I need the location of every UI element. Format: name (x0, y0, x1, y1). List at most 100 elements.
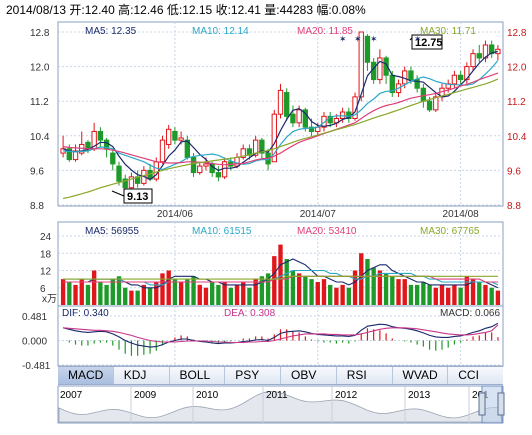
volume-bar (328, 284, 333, 305)
volume-bar (272, 256, 277, 305)
volume-y-tick-label: 6 (40, 284, 46, 295)
price-ma30-line (62, 78, 499, 200)
candle (178, 137, 184, 141)
volume-y-tick-label: 18 (40, 249, 52, 260)
candle (414, 79, 420, 89)
candle (420, 87, 427, 102)
event-star-icon[interactable]: ✶ (370, 35, 378, 45)
price-y-ticks-left: 12.8 12.0 11.2 10.4 9.6 8.8 (30, 28, 50, 212)
candle (85, 141, 91, 150)
event-star-icon[interactable]: ✶ (339, 35, 347, 45)
dea-label: DEA: 0.308 (224, 308, 276, 319)
low-value: 12.15 (182, 3, 212, 17)
volume-bar (222, 282, 227, 305)
candle (426, 100, 433, 111)
volume-bar (315, 282, 320, 305)
volume-bar (91, 270, 97, 305)
event-star-icon[interactable]: ✶ (414, 35, 422, 45)
navigator-left-handle[interactable] (478, 392, 486, 416)
tab-psy[interactable]: PSY (225, 367, 281, 384)
high-label: 高: (118, 2, 133, 17)
volume-bar (210, 282, 215, 305)
price-y-tick-label: 10.4 (30, 132, 50, 143)
tab-obv[interactable]: OBV (281, 367, 337, 384)
navigator-year-label: 2009 (134, 390, 157, 401)
volume-y-ticks: 24 18 12 6 (40, 232, 52, 295)
candle (72, 150, 79, 161)
tab-macd[interactable]: MACD (58, 367, 114, 384)
volume-bar (73, 284, 78, 305)
macd-lines (62, 322, 499, 348)
price-y-tick-label: 12.0 (30, 63, 50, 74)
candle (197, 165, 203, 174)
candle (377, 57, 383, 81)
candle (240, 148, 246, 158)
candle (159, 139, 166, 163)
volume-bar (110, 279, 115, 305)
navigator-series (58, 390, 503, 423)
macd-label: MACD: 0.066 (440, 308, 500, 319)
volume-bar (321, 279, 327, 305)
volume-ma-lines (63, 258, 499, 289)
volume-bar (470, 279, 476, 305)
macd-y-tick-label: -0.481 (22, 361, 51, 372)
price-ma10-line (63, 60, 499, 171)
tab-wvad[interactable]: WVAD (393, 367, 449, 384)
volume-bar (371, 267, 376, 305)
tab-rsi[interactable]: RSI (337, 367, 393, 384)
volume-bar (253, 279, 258, 305)
price-y-tick-label-right: 12.0 (507, 63, 527, 74)
high-value: 12.46 (133, 3, 163, 17)
tab-kdj[interactable]: KDJ (114, 367, 170, 384)
volume-bar (390, 276, 395, 305)
macd-y-ticks: 0.481 0.000 -0.481 (22, 312, 51, 372)
volume-ma-legend: MA5: 56955 MA10: 61515 MA20: 53410 MA30: 67… (85, 226, 480, 237)
header-info: 2014/08/13 开:12.40 高:12.46 低:12.15 收:12.… (6, 2, 366, 17)
volume-bar (439, 284, 445, 305)
volume-bar (191, 276, 196, 305)
candle (172, 130, 178, 141)
volume-bar (483, 284, 488, 305)
volume-bar (452, 284, 457, 305)
price-y-tick-label: 11.2 (30, 97, 49, 108)
volume-bar (178, 282, 184, 305)
volume-bar (458, 287, 463, 305)
volume-bar (172, 279, 178, 305)
header-date: 2014/08/13 (6, 3, 66, 17)
candle (252, 139, 259, 156)
price-x-tick-label: 2014/08 (443, 209, 480, 220)
candle (234, 156, 240, 167)
navigator-right-handle[interactable] (497, 392, 505, 416)
volume-vol_ma5-line (63, 258, 499, 289)
macd-y-tick-label: 0.000 (22, 337, 47, 348)
volume-bar (477, 282, 482, 305)
tab-cci[interactable]: CCI (458, 368, 479, 382)
price-ma5-line (62, 50, 499, 181)
volume-bar (427, 284, 432, 305)
candle (408, 70, 414, 81)
volume-y-tick-label: 12 (40, 267, 52, 278)
candle (97, 130, 104, 141)
volume-bar (147, 287, 153, 305)
candle (166, 128, 172, 145)
tab-boll[interactable]: BOLL (170, 367, 226, 384)
price-y-tick-label-right: 8.8 (507, 201, 521, 212)
candle (433, 96, 439, 111)
volume-bar (365, 259, 370, 305)
change-label: 幅: (316, 2, 331, 17)
volume-bar (116, 276, 122, 305)
price-x-ticks: 2014/06 2014/07 2014/08 (157, 209, 479, 220)
volume-bar (79, 279, 84, 305)
volume-bar (352, 270, 358, 305)
dif-line (62, 322, 499, 348)
macd-y-tick-label: 0.481 (22, 312, 47, 323)
candle (457, 74, 464, 81)
navigator-year-label: 2012 (335, 390, 358, 401)
event-star-icon[interactable]: ✶ (354, 35, 362, 45)
volume-bar (216, 284, 221, 305)
candle (339, 111, 346, 119)
candle (128, 176, 135, 189)
candle (352, 96, 358, 119)
volume-bar (166, 270, 171, 305)
